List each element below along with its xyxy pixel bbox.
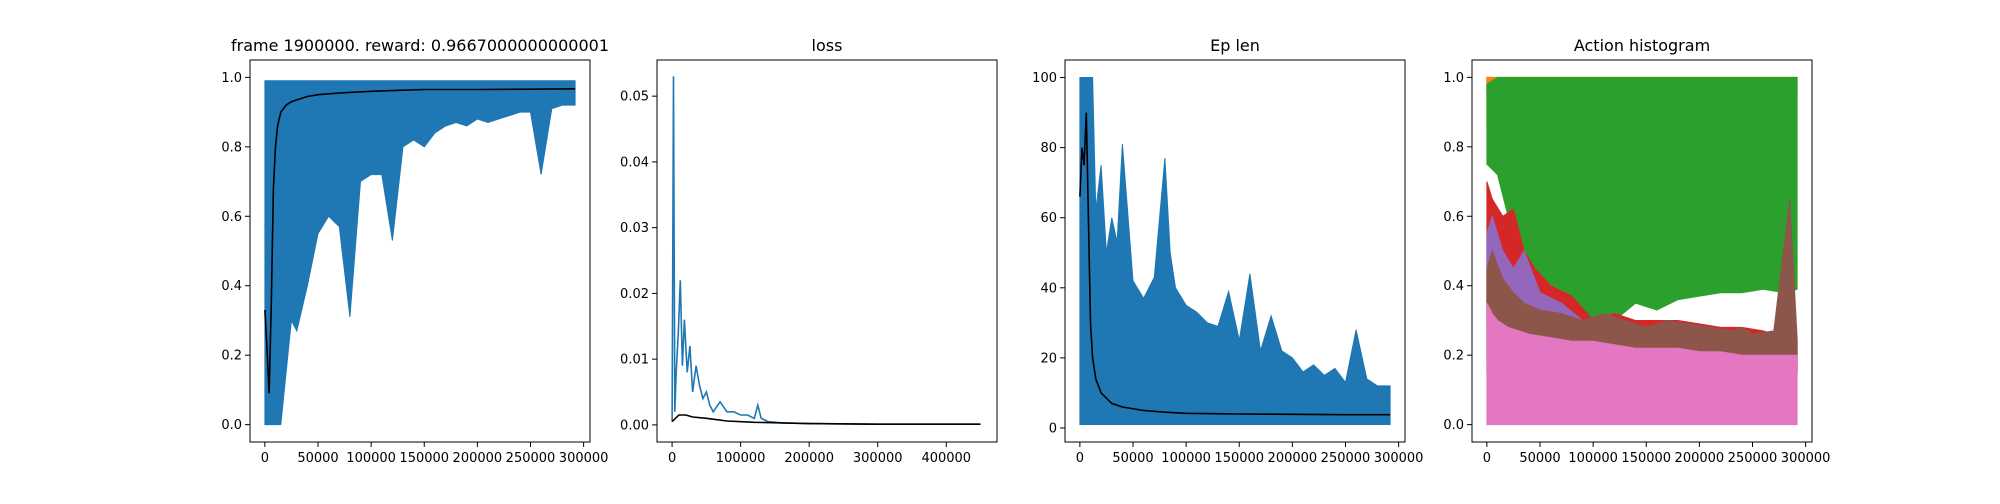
action-histogram-series-6-band xyxy=(1486,302,1798,426)
action-histogram-ytick-label: 0.6 xyxy=(1443,210,1464,225)
reward-ytick-label: 0.2 xyxy=(221,349,242,364)
loss-ytick-label: 0.04 xyxy=(620,155,649,170)
loss-ytick-label: 0.00 xyxy=(620,418,649,433)
ep-len-xtick-label: 50000 xyxy=(1112,451,1153,466)
ep-len-xtick-label: 200000 xyxy=(1268,451,1318,466)
loss-xtick-label: 200000 xyxy=(784,451,834,466)
reward-series-1-line xyxy=(264,88,576,394)
ep-len-ytick-label: 80 xyxy=(1040,141,1057,156)
reward-xtick-label: 300000 xyxy=(559,451,609,466)
ep-len-ytick-label: 20 xyxy=(1040,351,1057,366)
reward-xtick-label: 250000 xyxy=(506,451,556,466)
ep-len-series-1-line xyxy=(1079,112,1391,416)
loss-xtick-label: 300000 xyxy=(853,451,903,466)
reward-panel: 0 50000 100000 150000 200000 250000 300000 0.0 0… xyxy=(221,36,609,466)
reward-xtick-label: 150000 xyxy=(399,451,449,466)
loss-ytick-label: 0.03 xyxy=(620,221,649,236)
reward-plot-area xyxy=(264,80,576,426)
loss-series-0-line xyxy=(671,76,981,425)
loss-plot-area xyxy=(671,76,981,425)
ep-len-ytick-label: 40 xyxy=(1040,281,1057,296)
reward-xtick-label: 200000 xyxy=(453,451,503,466)
ep-len-series-0-band xyxy=(1079,77,1391,425)
reward-title: frame 1900000. reward: 0.966700000000000… xyxy=(231,36,609,55)
action-histogram-panel: 0 50000 100000 150000 200000 250000 300000 0.0 0… xyxy=(1443,36,1830,466)
reward-ytick-label: 0.0 xyxy=(221,418,242,433)
loss-series-1-line xyxy=(671,414,981,425)
reward-xtick-label: 50000 xyxy=(297,451,338,466)
reward-xtick-label: 100000 xyxy=(346,451,396,466)
ep-len-xtick-label: 0 xyxy=(1076,451,1084,466)
loss-ytick-label: 0.05 xyxy=(620,90,649,105)
action-histogram-xtick-label: 0 xyxy=(1483,451,1491,466)
reward-frame xyxy=(249,59,591,443)
action-histogram-plot-area xyxy=(1486,76,1798,426)
loss-xtick-label: 100000 xyxy=(716,451,766,466)
ep-len-plot-area xyxy=(1079,77,1391,425)
action-histogram-title: Action histogram xyxy=(1574,36,1710,55)
ep-len-frame xyxy=(1064,59,1406,443)
action-histogram-frame xyxy=(1471,59,1813,443)
action-histogram-xtick-label: 200000 xyxy=(1675,451,1725,466)
action-histogram-xtick-label: 300000 xyxy=(1781,451,1831,466)
loss-ytick-label: 0.02 xyxy=(620,287,649,302)
reward-series-0-band xyxy=(264,80,576,426)
loss-xtick-label: 400000 xyxy=(921,451,971,466)
loss-ytick-label: 0.01 xyxy=(620,353,649,368)
action-histogram-ytick-label: 0.4 xyxy=(1443,279,1464,294)
reward-ytick-label: 0.8 xyxy=(221,140,242,155)
loss-frame xyxy=(656,59,998,443)
ep-len-panel: 0 50000 100000 150000 200000 250000 300000 0 20 4… xyxy=(1032,36,1423,466)
action-histogram-ytick-label: 0.2 xyxy=(1443,349,1464,364)
action-histogram-ytick-label: 0.8 xyxy=(1443,140,1464,155)
reward-xtick-label: 0 xyxy=(261,451,269,466)
action-histogram-ytick-label: 1.0 xyxy=(1443,71,1464,86)
loss-xtick-label: 0 xyxy=(668,451,676,466)
action-histogram-xtick-label: 250000 xyxy=(1728,451,1778,466)
loss-title: loss xyxy=(812,36,843,55)
loss-panel: 0 100000 200000 300000 400000 0.00 0.01 0.02 0.0… xyxy=(620,36,998,466)
ep-len-xtick-label: 150000 xyxy=(1214,451,1264,466)
ep-len-title: Ep len xyxy=(1210,36,1260,55)
reward-ytick-label: 0.6 xyxy=(221,210,242,225)
ep-len-ytick-label: 60 xyxy=(1040,211,1057,226)
ep-len-ytick-label: 100 xyxy=(1032,71,1057,86)
ep-len-xtick-label: 300000 xyxy=(1374,451,1424,466)
ep-len-xtick-label: 100000 xyxy=(1161,451,1211,466)
action-histogram-xtick-label: 150000 xyxy=(1621,451,1671,466)
action-histogram-xtick-label: 50000 xyxy=(1519,451,1560,466)
action-histogram-ytick-label: 0.0 xyxy=(1443,418,1464,433)
action-histogram-xtick-label: 100000 xyxy=(1568,451,1618,466)
ep-len-ytick-label: 0 xyxy=(1049,421,1057,436)
reward-ytick-label: 1.0 xyxy=(221,71,242,86)
reward-ytick-label: 0.4 xyxy=(221,279,242,294)
ep-len-xtick-label: 250000 xyxy=(1321,451,1371,466)
